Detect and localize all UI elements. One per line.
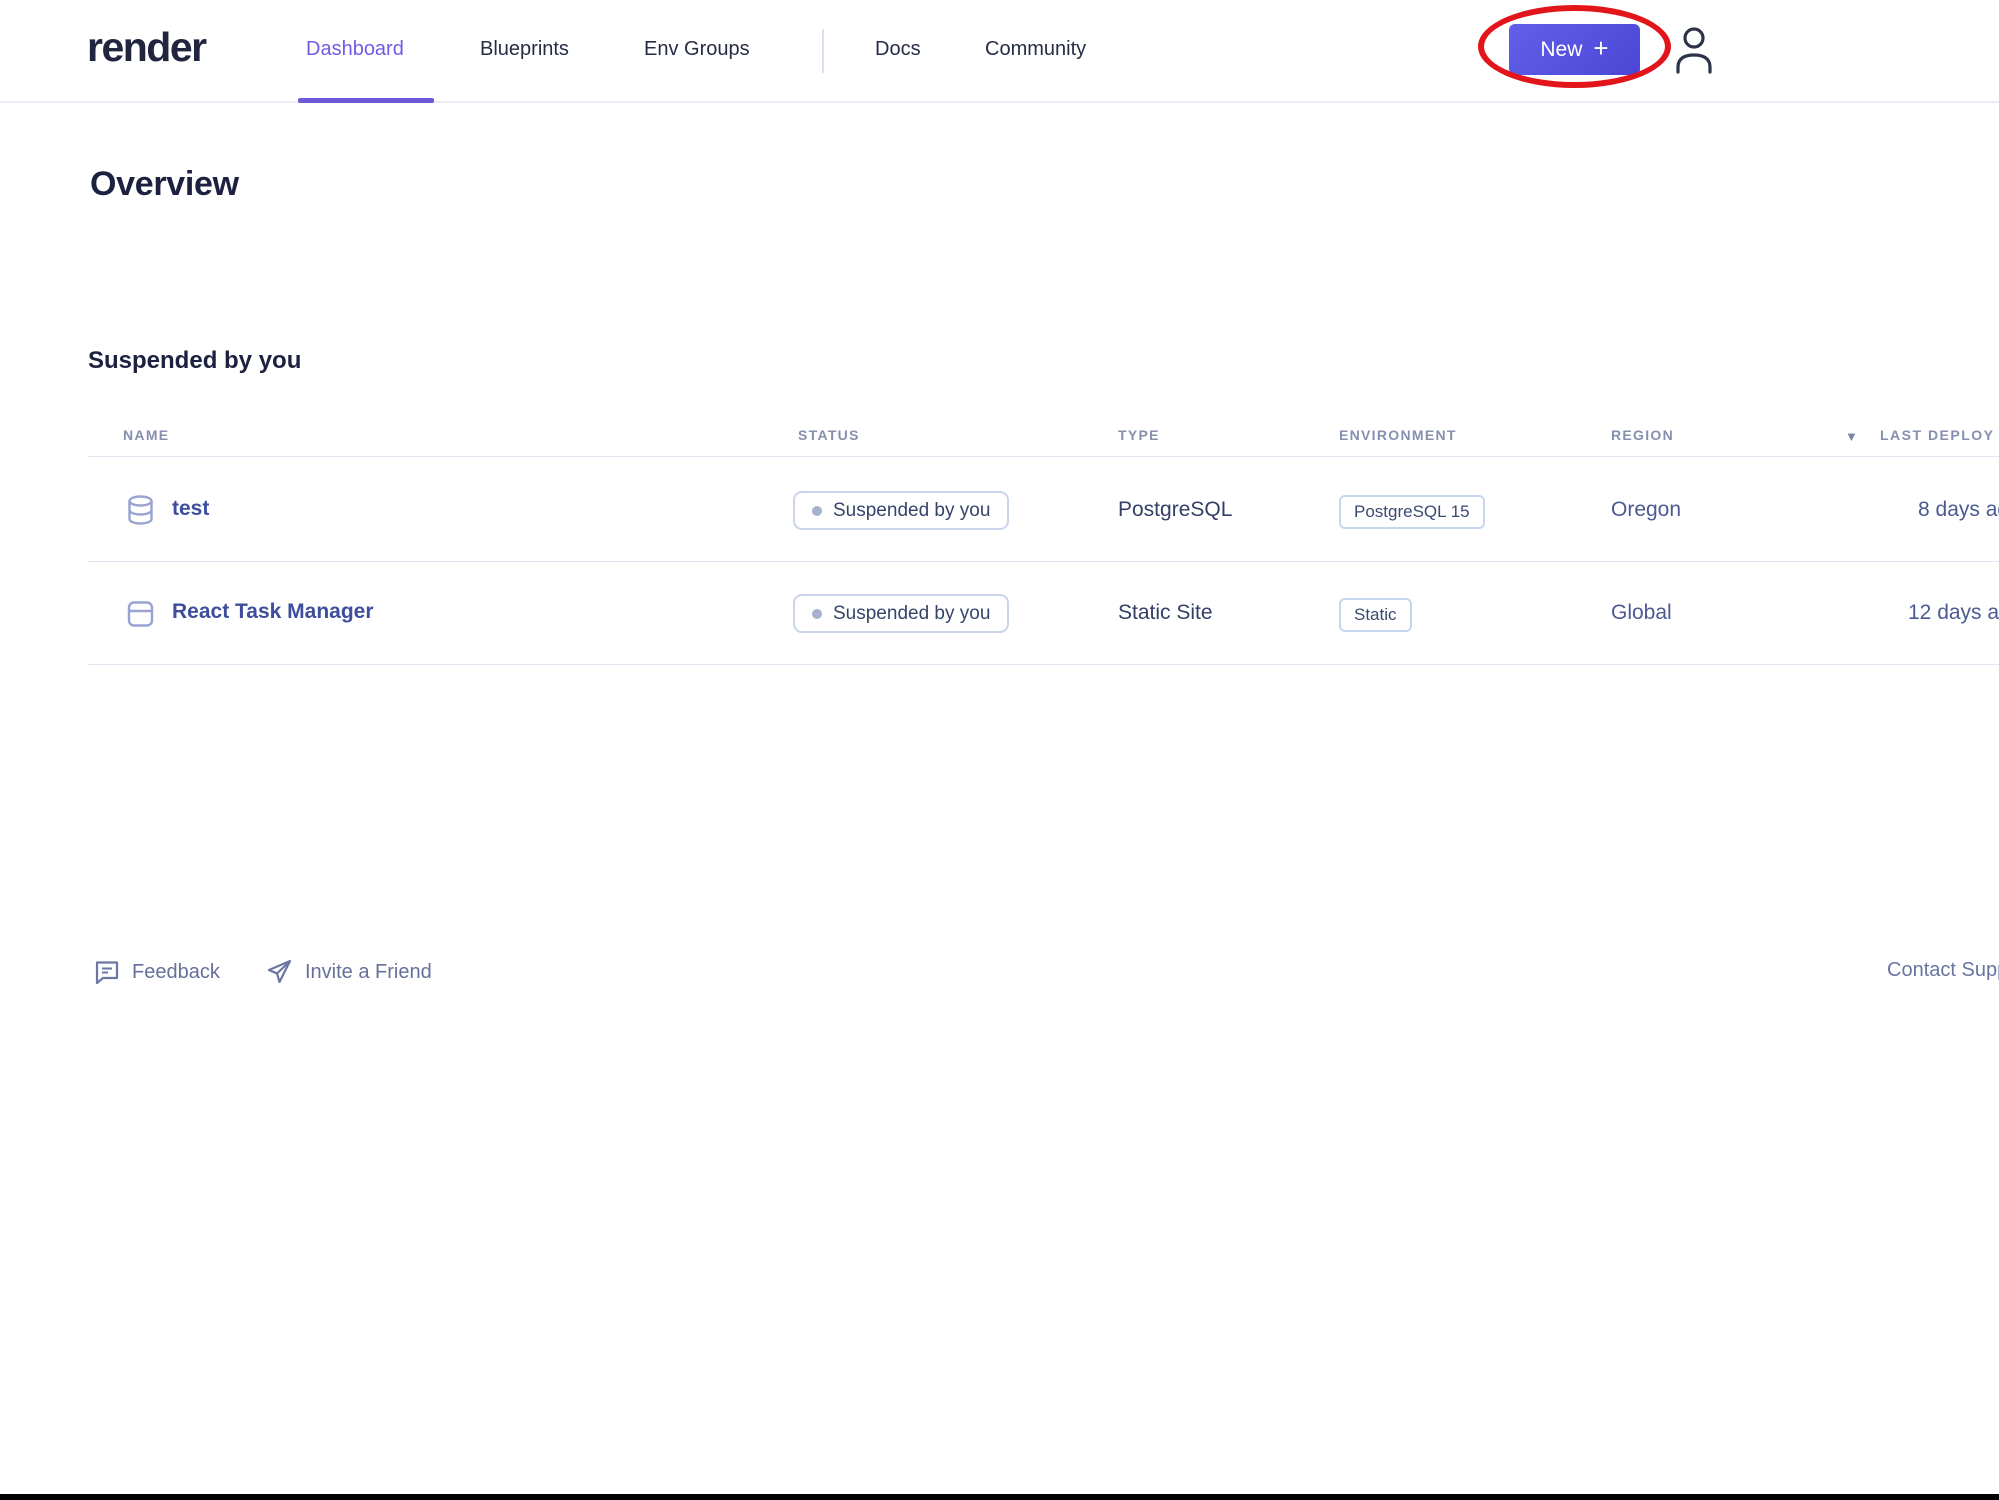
service-region: Oregon bbox=[1611, 498, 1682, 521]
section-title-suspended: Suspended by you bbox=[88, 347, 302, 374]
service-region: Global bbox=[1611, 601, 1672, 624]
table-bottom-divider bbox=[88, 664, 1999, 665]
environment-badge: PostgreSQL 15 bbox=[1339, 495, 1485, 529]
bottom-black-bar bbox=[0, 1494, 1999, 1500]
table-row-react-task-manager[interactable]: React Task Manager Suspended by you Stat… bbox=[0, 560, 1999, 664]
column-header-status[interactable]: STATUS bbox=[798, 427, 860, 443]
nav-link-docs[interactable]: Docs bbox=[875, 38, 921, 60]
database-icon bbox=[128, 495, 153, 525]
nav-divider bbox=[822, 29, 824, 73]
nav-tab-blueprints[interactable]: Blueprints bbox=[480, 38, 569, 60]
invite-label: Invite a Friend bbox=[305, 960, 432, 983]
status-badge: Suspended by you bbox=[793, 491, 1010, 530]
new-button[interactable]: New + bbox=[1509, 24, 1640, 75]
top-navigation-bar: render Dashboard Blueprints Env Groups D… bbox=[0, 0, 1999, 103]
nav-tab-env-groups[interactable]: Env Groups bbox=[644, 38, 750, 60]
contact-support-label: Contact Support bbox=[1887, 959, 1999, 981]
paper-plane-icon bbox=[267, 959, 292, 984]
table-row-test[interactable]: test Suspended by you PostgreSQL Postgre… bbox=[0, 457, 1999, 561]
nav-link-community[interactable]: Community bbox=[985, 38, 1087, 60]
nav-tab-dashboard[interactable]: Dashboard bbox=[306, 38, 404, 60]
new-button-label: New bbox=[1540, 37, 1583, 61]
render-logo[interactable]: render bbox=[87, 24, 207, 70]
status-dot-icon bbox=[812, 505, 822, 516]
last-deploy-value: 8 days ago bbox=[1918, 498, 1999, 521]
last-deploy-value: 12 days ago bbox=[1908, 601, 1999, 624]
status-label: Suspended by you bbox=[833, 499, 991, 521]
account-person-icon[interactable] bbox=[1674, 26, 1714, 74]
column-header-name[interactable]: NAME bbox=[123, 427, 170, 443]
speech-bubble-icon bbox=[95, 961, 119, 985]
feedback-label: Feedback bbox=[132, 960, 220, 983]
page-title: Overview bbox=[90, 165, 239, 203]
column-header-environment[interactable]: ENVIRONMENT bbox=[1339, 427, 1457, 443]
status-badge: Suspended by you bbox=[793, 594, 1010, 633]
column-header-region[interactable]: REGION bbox=[1611, 427, 1675, 443]
row-divider bbox=[88, 561, 1999, 562]
table-header-divider bbox=[88, 456, 1999, 457]
invite-a-friend-link[interactable]: Invite a Friend bbox=[266, 959, 432, 985]
status-dot-icon bbox=[812, 608, 822, 619]
status-label: Suspended by you bbox=[833, 602, 991, 624]
service-type: PostgreSQL bbox=[1118, 498, 1233, 521]
plus-icon: + bbox=[1593, 32, 1609, 63]
contact-support-link[interactable]: Contact Support bbox=[1887, 959, 1999, 982]
active-tab-underline bbox=[298, 98, 434, 103]
service-type: Static Site bbox=[1118, 601, 1213, 624]
column-header-last-deploy[interactable]: LAST DEPLOY bbox=[1880, 427, 1995, 443]
service-name-link[interactable]: React Task Manager bbox=[172, 600, 374, 623]
sort-descending-icon[interactable]: ▼ bbox=[1845, 429, 1858, 444]
environment-badge: Static bbox=[1339, 598, 1412, 632]
static-site-icon bbox=[127, 601, 154, 627]
service-name-link[interactable]: test bbox=[172, 497, 210, 520]
column-header-type[interactable]: TYPE bbox=[1118, 427, 1160, 443]
feedback-link[interactable]: Feedback bbox=[94, 959, 220, 985]
